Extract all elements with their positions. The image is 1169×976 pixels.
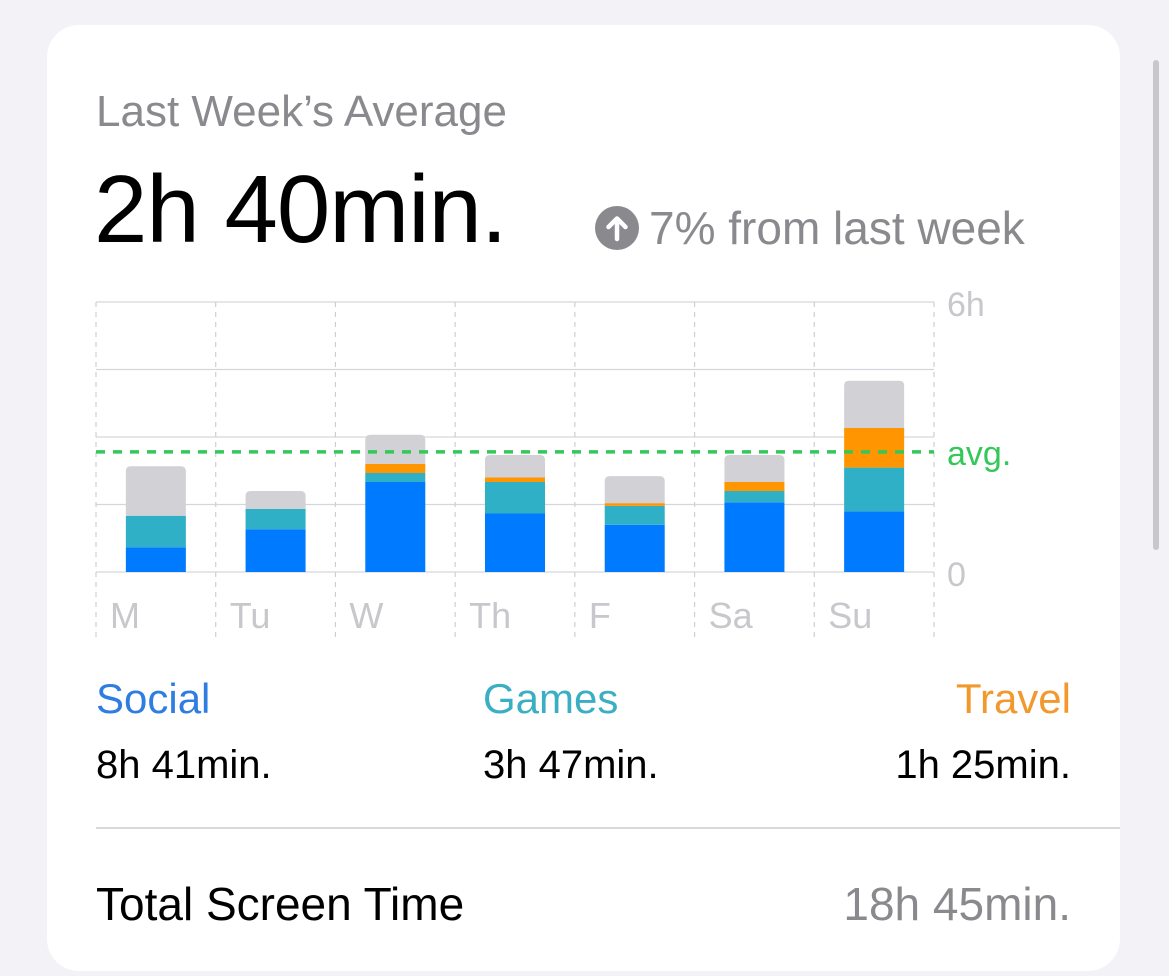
screen-time-card[interactable]: Last Week’s Average 2h 40min. 7% from la… bbox=[47, 25, 1120, 971]
bar-segment-games bbox=[365, 473, 426, 482]
bar-segment-other bbox=[125, 466, 186, 516]
y-tick-label: 0 bbox=[947, 556, 966, 594]
bar-segment-travel bbox=[844, 428, 905, 468]
legend-item-travel[interactable]: Travel 1h 25min. bbox=[895, 675, 1071, 789]
bar-segment-other bbox=[365, 434, 426, 464]
bar-segment-social bbox=[485, 513, 545, 572]
bar-segment-travel bbox=[365, 464, 426, 473]
legend-value: 1h 25min. bbox=[895, 743, 1071, 787]
legend-item-games[interactable]: Games 3h 47min. bbox=[483, 675, 659, 789]
bar-segment-social bbox=[604, 524, 665, 572]
x-tick-label: F bbox=[589, 595, 611, 636]
legend-value: 3h 47min. bbox=[483, 743, 659, 787]
bar-segment-travel bbox=[604, 503, 665, 506]
bar-segment-other bbox=[245, 491, 306, 509]
bar-segment-games bbox=[485, 482, 545, 514]
bar-segment-social bbox=[245, 529, 306, 572]
legend-item-social[interactable]: Social 8h 41min. bbox=[96, 675, 272, 789]
total-screen-time-value: 18h 45min. bbox=[843, 878, 1071, 930]
x-tick-label: Th bbox=[469, 595, 511, 636]
bar-segment-games bbox=[125, 515, 186, 548]
usage-chart[interactable]: M Tu W Th F Sa Su avg. 6h 0 bbox=[47, 25, 1120, 665]
average-value: 2h 40min. bbox=[94, 156, 508, 263]
bar-segment-games bbox=[245, 509, 306, 530]
bar-segment-social bbox=[125, 547, 186, 572]
average-label: avg. bbox=[947, 435, 1011, 473]
bar-segment-other bbox=[844, 380, 905, 428]
bar-segment-games bbox=[724, 491, 785, 503]
x-tick-label: W bbox=[349, 595, 383, 636]
category-legend: Social 8h 41min. Games 3h 47min. Travel … bbox=[47, 675, 1120, 795]
scrollbar[interactable] bbox=[1153, 60, 1159, 550]
bar-segment-travel bbox=[724, 482, 785, 491]
bar-segment-other bbox=[724, 455, 785, 482]
x-tick-label: Sa bbox=[709, 595, 754, 636]
x-tick-label: M bbox=[110, 595, 140, 636]
bar-segment-social bbox=[844, 511, 905, 572]
x-tick-label: Su bbox=[828, 595, 872, 636]
total-screen-time-label: Total Screen Time bbox=[96, 878, 465, 930]
weekly-change: 7% from last week bbox=[595, 201, 1025, 255]
bar-segment-other bbox=[485, 455, 545, 478]
legend-label: Travel bbox=[955, 675, 1071, 722]
legend-label: Games bbox=[483, 675, 619, 722]
bar-segment-other bbox=[604, 476, 665, 504]
y-tick-label: 6h bbox=[947, 286, 985, 324]
legend-value: 8h 41min. bbox=[96, 743, 272, 787]
bar-segment-travel bbox=[485, 477, 545, 482]
change-text: 7% from last week bbox=[649, 202, 1025, 254]
bar-segment-social bbox=[365, 482, 426, 572]
x-tick-label: Tu bbox=[230, 595, 271, 636]
bar-segment-social bbox=[724, 502, 785, 572]
bar-segment-games bbox=[604, 505, 665, 525]
divider bbox=[96, 827, 1120, 829]
card-subtitle: Last Week’s Average bbox=[96, 87, 507, 136]
legend-label: Social bbox=[96, 675, 211, 722]
arrow-up-circle-icon bbox=[595, 206, 639, 250]
bar-segment-games bbox=[844, 467, 905, 512]
